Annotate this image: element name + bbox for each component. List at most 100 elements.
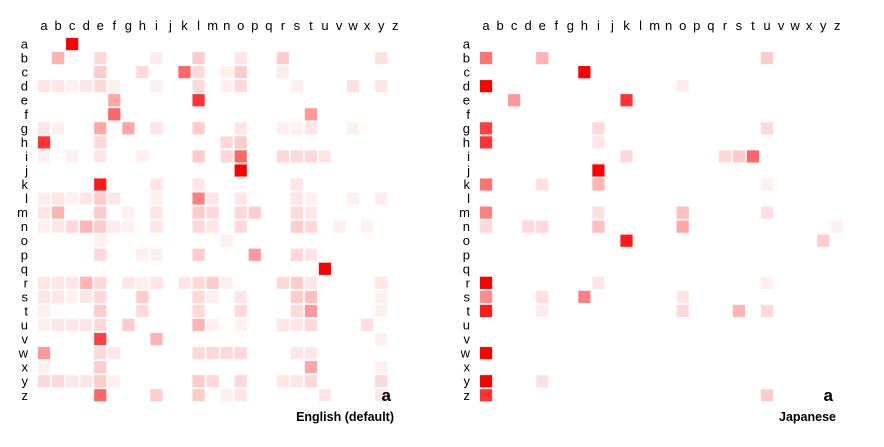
column-label: y bbox=[820, 18, 827, 33]
column-label: j bbox=[610, 18, 614, 33]
row-label: d bbox=[463, 79, 470, 94]
heatmap-cell bbox=[206, 347, 219, 360]
heatmap-cell bbox=[80, 80, 93, 93]
heatmap-cell bbox=[234, 206, 247, 219]
heatmap-cell bbox=[37, 276, 51, 289]
heatmap-cell bbox=[375, 51, 388, 65]
heatmap-cell bbox=[136, 304, 149, 318]
column-label: g bbox=[125, 18, 132, 33]
row-label: m bbox=[17, 205, 28, 220]
heatmap-cell bbox=[150, 178, 163, 191]
column-label: o bbox=[679, 18, 686, 33]
column-label: z bbox=[392, 18, 399, 33]
heatmap-cell bbox=[676, 304, 689, 318]
heatmap-cell bbox=[347, 80, 360, 93]
heatmap-cell bbox=[318, 262, 332, 275]
heatmap-cell bbox=[536, 375, 549, 388]
heatmap-cell bbox=[94, 347, 107, 360]
column-label: b bbox=[496, 18, 503, 33]
heatmap-cell bbox=[276, 66, 289, 79]
row-label: u bbox=[463, 318, 470, 333]
row-label: f bbox=[466, 107, 470, 122]
row-label: o bbox=[463, 233, 470, 248]
heatmap-cell bbox=[94, 80, 107, 93]
column-label: i bbox=[597, 18, 600, 33]
heatmap-cell bbox=[479, 51, 493, 65]
heatmap-cell bbox=[66, 192, 79, 205]
heatmap-cell bbox=[220, 347, 233, 360]
heatmap-cell bbox=[676, 220, 689, 233]
heatmap-cell bbox=[304, 276, 318, 289]
heatmap-cell bbox=[80, 220, 93, 233]
heatmap-cell bbox=[375, 375, 388, 388]
row-label: p bbox=[463, 247, 470, 262]
heatmap-cell bbox=[150, 80, 163, 93]
heatmap-cell bbox=[676, 290, 689, 304]
heatmap-cell bbox=[94, 248, 107, 261]
heatmap-cell bbox=[51, 192, 65, 205]
column-label: b bbox=[54, 18, 61, 33]
heatmap-cell bbox=[206, 220, 219, 233]
heatmap-cell bbox=[94, 51, 107, 65]
heatmap-cell bbox=[817, 234, 830, 247]
heatmap-cell bbox=[94, 136, 107, 149]
heatmap-cell bbox=[51, 122, 65, 135]
heatmap-cell bbox=[290, 248, 304, 261]
column-label: m bbox=[649, 18, 660, 33]
heatmap-cell bbox=[94, 66, 107, 79]
row-label: c bbox=[464, 65, 471, 80]
heatmap-cell bbox=[760, 122, 774, 135]
heatmap-cell bbox=[592, 164, 605, 177]
heatmap-cell bbox=[37, 136, 51, 149]
heatmap-cell bbox=[206, 318, 219, 332]
heatmap-cell bbox=[234, 290, 247, 304]
heatmap-cell bbox=[94, 220, 107, 233]
heatmap-cell bbox=[94, 361, 107, 374]
heatmap-cell bbox=[234, 220, 247, 233]
row-label: z bbox=[22, 388, 29, 403]
heatmap-cell bbox=[592, 178, 605, 191]
heatmap-cell bbox=[192, 150, 205, 163]
column-label: d bbox=[83, 18, 90, 33]
heatmap-cell bbox=[192, 375, 205, 388]
heatmap-cell bbox=[150, 248, 163, 261]
heatmap-cell bbox=[479, 178, 493, 191]
heatmap-cell bbox=[94, 375, 107, 388]
heatmap-cell bbox=[361, 318, 374, 332]
heatmap-cell bbox=[375, 290, 388, 304]
heatmap-cell bbox=[37, 192, 51, 205]
heatmap-cell bbox=[51, 276, 65, 289]
column-label: c bbox=[511, 18, 518, 33]
heatmap-cell bbox=[94, 178, 107, 191]
heatmap-cell bbox=[234, 51, 247, 65]
heatmap-cell bbox=[536, 304, 549, 318]
heatmap-cell bbox=[536, 290, 549, 304]
heatmap-cell bbox=[136, 66, 149, 79]
heatmap-cell bbox=[290, 276, 304, 289]
heatmap-cell bbox=[80, 318, 93, 332]
heatmap-cell bbox=[290, 318, 304, 332]
column-label: l bbox=[639, 18, 642, 33]
heatmap-cell bbox=[51, 220, 65, 233]
heatmap-cell bbox=[592, 136, 605, 149]
row-label: v bbox=[464, 332, 471, 347]
heatmap-cell bbox=[290, 347, 304, 360]
heatmap-cell bbox=[746, 150, 760, 163]
row-label: k bbox=[22, 177, 29, 192]
heatmap-cell bbox=[536, 178, 549, 191]
column-label: s bbox=[736, 18, 743, 33]
heatmap-cell bbox=[51, 206, 65, 219]
heatmap-cell bbox=[122, 220, 135, 233]
heatmap-panel-1: a b c d e f g h i j k l m n o p q r s t u v w x y zabcdefghijklmn… bbox=[459, 18, 844, 424]
heatmap-cell bbox=[578, 290, 591, 304]
heatmap-cell bbox=[592, 206, 605, 219]
heatmap-cell bbox=[304, 290, 318, 304]
heatmap-cell bbox=[192, 304, 205, 318]
heatmap-cell bbox=[718, 150, 731, 163]
heatmap-cell bbox=[234, 304, 247, 318]
column-label: v bbox=[778, 18, 785, 33]
heatmap-cell bbox=[192, 248, 205, 261]
column-label: y bbox=[378, 18, 385, 33]
heatmap-cell bbox=[508, 94, 521, 107]
heatmap-cell bbox=[220, 234, 233, 247]
